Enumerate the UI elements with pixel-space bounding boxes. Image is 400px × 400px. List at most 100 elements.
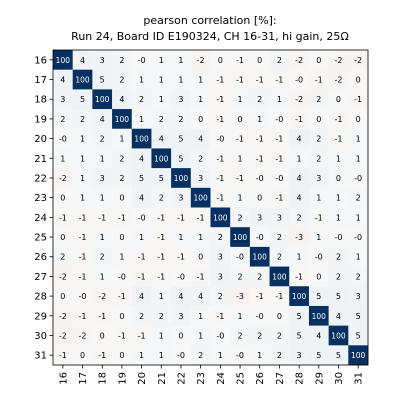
cell-value-label: 0 [119,233,124,242]
chart-title: pearson correlation [%]: [143,14,276,27]
cell-value-label: 1 [80,154,85,163]
cell-value-label: 5 [297,331,302,340]
cell-value-label: 0 [257,194,262,203]
heatmap-cell [53,187,73,208]
cell-value-label: -0 [216,135,224,144]
heatmap-cell [289,246,310,267]
cell-value-label: 5 [297,312,302,321]
x-tick-label: 30 [334,372,345,385]
cell-value-label: 2 [257,331,262,340]
heatmap-cell [151,325,172,346]
heatmap-cell [53,286,73,307]
heatmap-cell [72,187,93,208]
cell-value-label: 1 [178,233,183,242]
cell-value-label: 1 [277,95,282,104]
cell-value-label: 100 [154,154,169,163]
heatmap-cell [53,69,73,90]
cell-value-label: -0 [177,272,185,281]
heatmap-cell [289,207,310,228]
heatmap-cell [230,325,251,346]
y-axis-ticks: 16 17 18 19 20 21 22 23 24 25 26 27 28 29 30 31 [34,55,53,362]
cell-value-label: -3 [236,292,244,301]
cell-value-label: 4 [198,135,203,144]
cell-value-label: -2 [295,56,303,65]
heatmap-cell [230,305,251,326]
x-tick-label: 21 [157,372,168,385]
cell-value-label: -0 [275,174,283,183]
cell-value-label: 100 [115,115,130,124]
heatmap-cell [131,266,152,287]
heatmap-cell [112,305,133,326]
heatmap-cell [151,187,172,208]
cell-value-label: -0 [216,331,224,340]
heatmap-cell [72,325,93,346]
heatmap-cell [269,286,290,307]
heatmap-cell [72,50,93,70]
heatmap-cell [210,168,231,189]
heatmap-cell [131,325,152,346]
heatmap-cell [171,69,192,90]
cell-value-label: -1 [275,292,283,301]
cell-value-label: -2 [59,312,67,321]
heatmap-cell [151,128,172,149]
cell-value-label: 1 [159,56,164,65]
cell-value-label: 1 [198,233,203,242]
heatmap-cell [328,69,349,90]
cell-value-label: 100 [134,135,149,144]
cell-value-label: 5 [356,331,361,340]
cell-value-label: 0 [60,292,65,301]
heatmap-cell [131,305,152,326]
cell-value-label: -1 [275,135,283,144]
cell-value-label: 4 [60,76,65,85]
cell-value-label: 0 [100,331,105,340]
cell-value-label: 3 [178,95,183,104]
heatmap-cell [131,227,152,248]
cell-value-label: 0 [60,194,65,203]
cell-value-label: 4 [139,154,144,163]
cell-value-label: 5 [178,135,183,144]
cell-value-label: -1 [216,154,224,163]
heatmap-cell [190,345,211,366]
heatmap-cell [348,286,369,307]
heatmap-cell [171,246,192,267]
heatmap-cell [289,148,310,169]
chart-subtitle: Run 24, Board ID E190324, CH 16-31, hi g… [71,30,349,43]
cell-value-label: 100 [272,272,287,281]
cell-value-label: -1 [216,76,224,85]
cell-value-label: 100 [331,331,346,340]
heatmap-cell [308,286,329,307]
heatmap-cell [190,207,211,228]
cell-value-label: 1 [198,312,203,321]
heatmap-cell [348,168,369,189]
cell-value-label: -1 [236,76,244,85]
y-tick-label: 29 [34,311,47,322]
cell-value-label: 2 [257,95,262,104]
cell-value-label: -0 [138,213,146,222]
cell-value-label: -1 [79,312,87,321]
heatmap-cell [308,305,329,326]
heatmap-cell [112,69,133,90]
heatmap-cell [249,246,270,267]
y-tick-label: 19 [34,114,47,125]
cell-value-label: 5 [336,351,341,360]
cell-value-label: -1 [138,272,146,281]
cell-value-label: -1 [197,272,205,281]
cell-value-label: 5 [336,292,341,301]
cell-value-label: 2 [139,95,144,104]
heatmap-cell [53,266,73,287]
heatmap-cell [131,168,152,189]
cell-value-label: 4 [297,135,302,144]
heatmap-cell [131,246,152,267]
heatmap-cell [53,128,73,149]
x-tick-label: 28 [295,372,306,385]
x-tick-label: 23 [196,372,207,385]
heatmap-cell [72,69,93,90]
heatmap-cell [249,109,270,130]
cell-value-label: -1 [59,213,67,222]
cell-value-label: 1 [198,76,203,85]
heatmap-cell [230,345,251,366]
y-tick-label: 22 [34,173,47,184]
heatmap-cell [348,345,369,366]
cell-value-label: 5 [316,292,321,301]
heatmap-cell [269,305,290,326]
